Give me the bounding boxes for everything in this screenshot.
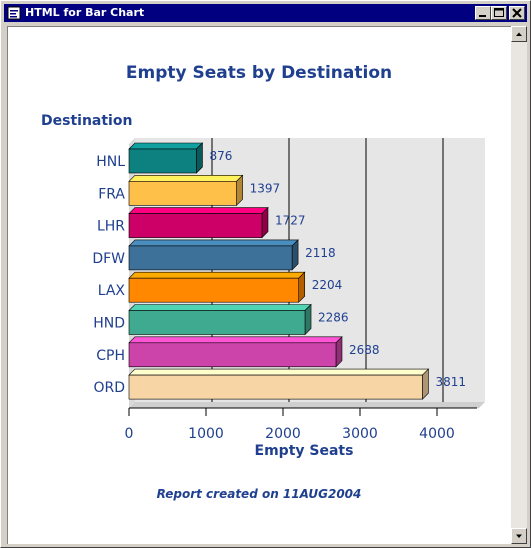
bar [128, 213, 263, 238]
category-label: LAX [98, 283, 126, 299]
bar [128, 245, 293, 271]
bar-top [128, 368, 430, 376]
window-title: HTML for Bar Chart [25, 6, 145, 19]
bar [128, 374, 423, 400]
bar [128, 310, 306, 335]
bar-top [128, 239, 299, 247]
maximize-icon [494, 8, 504, 17]
minimize-button[interactable] [475, 6, 491, 20]
vertical-scrollbar[interactable] [511, 26, 527, 544]
bar [128, 342, 337, 368]
value-label: 2688 [349, 343, 380, 357]
bar [128, 181, 237, 206]
arrow-up-icon [516, 32, 522, 36]
value-label: 2204 [312, 278, 343, 292]
category-label: FRA [98, 186, 125, 202]
bar-chart: Destination HNL 876 FRA 1397 LHR 1727 DFW 2118 LA… [41, 113, 485, 459]
bar-top [128, 304, 312, 311]
x-tick-label: 2000 [265, 426, 301, 442]
value-label: 2286 [318, 311, 349, 325]
report-footnote: Report created on 11AUG2004 [156, 487, 362, 501]
scroll-down-button[interactable] [511, 528, 527, 544]
category-label: HND [93, 316, 125, 332]
bar [128, 148, 197, 174]
value-label: 1397 [250, 181, 281, 195]
x-tick-label: 0 [125, 426, 134, 442]
y-axis-title: Destination [41, 113, 132, 129]
maximize-button[interactable] [491, 6, 507, 20]
category-label: HNL [96, 154, 125, 170]
scroll-up-button[interactable] [511, 26, 527, 42]
bar-top [128, 336, 343, 344]
value-label: 2118 [305, 246, 336, 260]
bar-top [128, 142, 204, 150]
category-label: CPH [96, 348, 125, 364]
x-axis-title: Empty Seats [255, 443, 354, 459]
value-label: 1727 [275, 214, 306, 228]
bar-top [128, 207, 269, 214]
bar [128, 277, 300, 303]
x-tick-label: 4000 [419, 426, 455, 442]
close-button[interactable] [509, 6, 525, 20]
x-tick-label: 3000 [342, 426, 378, 442]
minimize-icon [479, 15, 486, 17]
category-label: ORD [93, 380, 125, 396]
value-label: 876 [209, 149, 232, 163]
chart-floor [129, 402, 485, 408]
app-icon [7, 6, 21, 20]
arrow-down-icon [516, 534, 522, 538]
bar-top [128, 175, 244, 182]
chart-title: Empty Seats by Destination [125, 63, 393, 83]
close-icon [512, 8, 522, 18]
category-label: DFW [92, 251, 125, 267]
category-label: LHR [97, 219, 125, 235]
bar-top [128, 271, 306, 279]
x-tick-label: 1000 [188, 426, 224, 442]
value-label: 3811 [435, 375, 466, 389]
title-bar[interactable]: HTML for Bar Chart [4, 4, 527, 22]
